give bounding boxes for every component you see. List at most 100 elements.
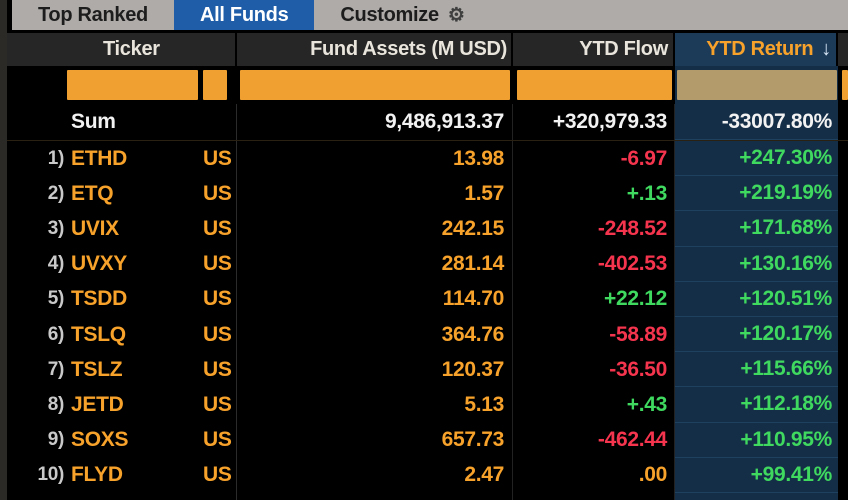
row-overflow-cell: [838, 458, 848, 493]
row-overflow-cell: [838, 247, 848, 282]
header-ytd-flow[interactable]: YTD Flow: [513, 33, 675, 66]
ytd-flow-cell: +.43: [513, 387, 675, 423]
header-ticker[interactable]: Ticker: [67, 33, 200, 66]
row-overflow-cell: [838, 211, 848, 246]
exchange-cell: US: [200, 281, 237, 317]
clipped-row: [7, 492, 848, 500]
header-fund-assets[interactable]: Fund Assets (M USD): [237, 33, 513, 66]
header-rownum-cell: [7, 33, 67, 66]
ytd-flow-cell: +.13: [513, 176, 675, 212]
ticker-cell[interactable]: TSLQ: [71, 322, 126, 346]
ticker-cell[interactable]: UVXY: [71, 252, 127, 276]
ytd-return-cell: +112.18%: [675, 387, 838, 423]
table-row[interactable]: 4) UVXY US 281.14 -402.53 +130.16%: [7, 246, 848, 282]
next-column-filter-sliver: [842, 70, 848, 100]
fund-assets-filter-input[interactable]: [240, 70, 510, 100]
table-row[interactable]: 9) SOXS US 657.73 -462.44 +110.95%: [7, 422, 848, 458]
ytd-flow-cell: +22.12: [513, 281, 675, 317]
fund-assets-cell: 657.73: [237, 422, 513, 458]
ytd-return-cell: +120.51%: [675, 281, 838, 317]
tab-customize[interactable]: Customize ⚙: [314, 0, 490, 30]
ytd-return-cell: +120.17%: [675, 316, 838, 353]
ytd-flow-cell: -402.53: [513, 246, 675, 282]
gear-icon[interactable]: ⚙: [447, 4, 465, 26]
row-number: 6): [47, 323, 65, 345]
fund-assets-cell: 13.98: [237, 141, 513, 177]
ytd-flow-cell: -462.44: [513, 422, 675, 458]
header-overflow-cell: [838, 33, 848, 66]
table-row[interactable]: 1) ETHD US 13.98 -6.97 +247.30%: [7, 141, 848, 177]
exchange-cell: US: [200, 211, 237, 247]
fund-assets-cell: 242.15: [237, 211, 513, 247]
ytd-return-cell: +130.16%: [675, 246, 838, 282]
table-row[interactable]: 2) ETQ US 1.57 +.13 +219.19%: [7, 176, 848, 212]
ytd-return-filter-input[interactable]: [677, 70, 837, 100]
header-exchange-cell: [200, 33, 237, 66]
row-number: 4): [47, 253, 65, 275]
filter-return-cell: [675, 66, 838, 104]
row-number: 1): [47, 147, 65, 169]
exchange-cell: US: [200, 316, 237, 353]
filter-overflow-cell: [838, 70, 848, 100]
ticker-cell[interactable]: TSLZ: [71, 357, 123, 381]
ytd-return-cell: +110.95%: [675, 422, 838, 458]
ticker-cell[interactable]: ETHD: [71, 146, 127, 170]
row-number: 2): [47, 182, 65, 204]
fund-assets-cell: 114.70: [237, 281, 513, 317]
row-number: 8): [47, 393, 65, 415]
ytd-return-cell: +99.41%: [675, 457, 838, 493]
ticker-cell[interactable]: UVIX: [71, 216, 119, 240]
ticker-cell[interactable]: TSDD: [71, 287, 127, 311]
ytd-flow-cell: -36.50: [513, 352, 675, 388]
left-gutter: [0, 0, 7, 500]
fund-assets-cell: 364.76: [237, 316, 513, 353]
exchange-cell: US: [200, 246, 237, 282]
row-overflow-cell: [838, 282, 848, 317]
ytd-return-cell: +171.68%: [675, 211, 838, 247]
row-overflow-cell: [838, 423, 848, 458]
ticker-cell[interactable]: FLYD: [71, 463, 123, 487]
tab-customize-label: Customize: [340, 3, 439, 26]
funds-table: Ticker Fund Assets (M USD) YTD Flow YTD …: [7, 33, 848, 500]
row-number: 7): [47, 358, 65, 380]
row-overflow-cell: [838, 352, 848, 387]
row-number: 5): [47, 288, 65, 310]
exchange-cell: US: [200, 422, 237, 458]
ytd-flow-filter-input[interactable]: [517, 70, 672, 100]
filter-row: [7, 66, 848, 104]
ytd-flow-cell: -6.97: [513, 141, 675, 177]
filter-flow-cell: [513, 70, 675, 100]
ticker-cell[interactable]: ETQ: [71, 181, 114, 205]
exchange-cell: US: [200, 457, 237, 493]
sum-rownum-cell: [7, 104, 67, 140]
tab-top-ranked[interactable]: Top Ranked: [38, 3, 148, 26]
table-row[interactable]: 7) TSLZ US 120.37 -36.50 +115.66%: [7, 352, 848, 388]
exchange-cell: US: [200, 387, 237, 423]
table-row[interactable]: 10) FLYD US 2.47 .00 +99.41%: [7, 457, 848, 493]
header-ytd-return[interactable]: YTD Return ↓: [675, 33, 838, 66]
ticker-cell[interactable]: JETD: [71, 392, 124, 416]
sum-row: Sum 9,486,913.37 +320,979.33 -33007.80%: [7, 104, 848, 141]
table-row[interactable]: 8) JETD US 5.13 +.43 +112.18%: [7, 387, 848, 423]
fund-assets-cell: 281.14: [237, 246, 513, 282]
tab-all-funds[interactable]: All Funds: [173, 0, 315, 30]
row-number: 10): [37, 464, 64, 486]
row-number: 9): [47, 429, 65, 451]
table-row[interactable]: 6) TSLQ US 364.76 -58.89 +120.17%: [7, 316, 848, 353]
ytd-flow-cell: -248.52: [513, 211, 675, 247]
sum-ytd-flow: +320,979.33: [513, 104, 675, 140]
ticker-cell[interactable]: SOXS: [71, 428, 129, 452]
ticker-filter-input[interactable]: [67, 70, 198, 100]
table-body: 1) ETHD US 13.98 -6.97 +247.30% 2) ETQ U…: [7, 141, 848, 493]
exchange-filter-input[interactable]: [203, 70, 227, 100]
sum-exchange-cell: [200, 104, 237, 140]
fund-assets-cell: 120.37: [237, 352, 513, 388]
table-row[interactable]: 3) UVIX US 242.15 -248.52 +171.68%: [7, 211, 848, 247]
sum-overflow-cell: [838, 104, 848, 140]
fund-assets-cell: 5.13: [237, 387, 513, 423]
row-overflow-cell: [838, 387, 848, 422]
table-row[interactable]: 5) TSDD US 114.70 +22.12 +120.51%: [7, 281, 848, 317]
sum-ytd-return: -33007.80%: [675, 104, 838, 140]
sum-fund-assets: 9,486,913.37: [237, 104, 513, 140]
